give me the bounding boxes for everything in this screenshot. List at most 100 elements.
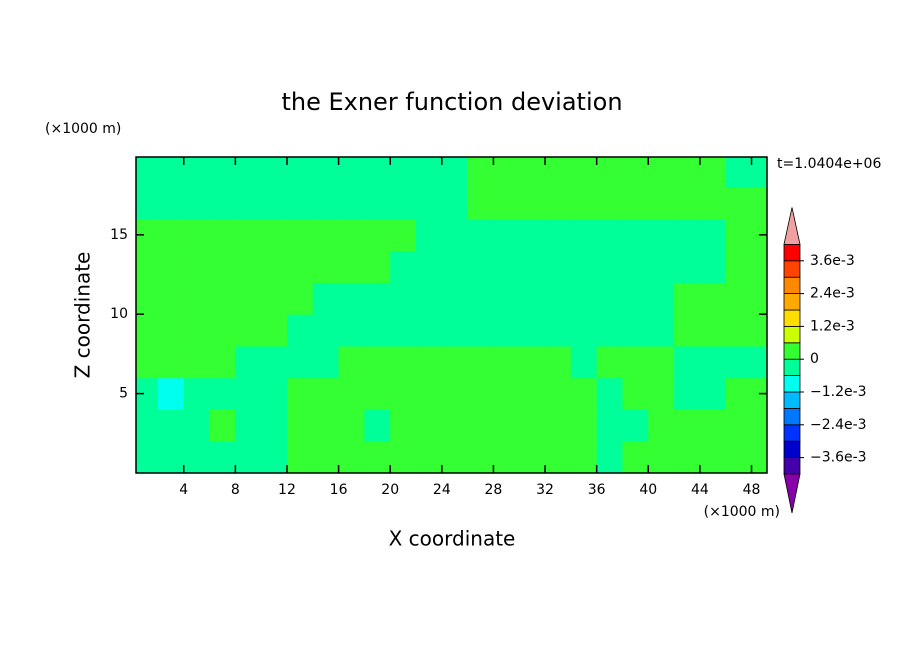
contour-cell bbox=[286, 157, 314, 188]
colorbar-tick-label: −3.6e-3 bbox=[810, 450, 867, 466]
contour-cell bbox=[416, 314, 443, 347]
contour-cell bbox=[519, 282, 546, 315]
contour-cell bbox=[751, 345, 767, 379]
contour-cell bbox=[183, 157, 211, 188]
contour-cell bbox=[751, 250, 767, 283]
contour-cell bbox=[416, 441, 443, 473]
contour-cell bbox=[209, 377, 236, 410]
contour-cell bbox=[183, 218, 211, 252]
contour-cell bbox=[622, 441, 649, 473]
contour-cell bbox=[648, 314, 675, 347]
contour-cell bbox=[699, 377, 727, 410]
contour-cell bbox=[467, 187, 494, 220]
contour-cell bbox=[183, 282, 211, 315]
contour-cell bbox=[261, 314, 288, 347]
contour-cell bbox=[416, 345, 443, 379]
colorbar-tick-label: 1.2e-3 bbox=[810, 318, 855, 334]
contour-cell bbox=[157, 282, 185, 315]
colorbar-tick-label: 2.4e-3 bbox=[810, 286, 855, 302]
contour-cell bbox=[545, 282, 572, 315]
contour-cell bbox=[674, 314, 701, 347]
contour-cell bbox=[364, 218, 391, 252]
contour-cell bbox=[467, 441, 494, 473]
contour-cell bbox=[235, 409, 262, 442]
contour-cell bbox=[674, 377, 701, 410]
contour-cell bbox=[286, 345, 314, 379]
x-tick-label: 12 bbox=[278, 482, 296, 498]
contour-cell bbox=[441, 218, 469, 252]
contour-cell bbox=[570, 441, 598, 473]
contour-cell bbox=[570, 282, 598, 315]
contour-cell bbox=[416, 377, 443, 410]
contour-cell bbox=[519, 345, 546, 379]
contour-cell bbox=[622, 409, 649, 442]
contour-cell bbox=[674, 157, 701, 188]
contour-cell bbox=[596, 282, 623, 315]
contour-cell bbox=[157, 187, 185, 220]
contour-cell bbox=[545, 377, 572, 410]
contour-cell bbox=[622, 218, 649, 252]
contour-cell bbox=[183, 441, 211, 473]
contour-cell bbox=[699, 345, 727, 379]
contour-cell bbox=[183, 250, 211, 283]
contour-cell bbox=[467, 282, 494, 315]
contour-cell bbox=[416, 250, 443, 283]
contour-cell bbox=[416, 218, 443, 252]
contour-cell bbox=[648, 187, 675, 220]
colorbar-box bbox=[783, 325, 801, 344]
contour-cell bbox=[674, 282, 701, 315]
contour-cell bbox=[570, 218, 598, 252]
contour-cell bbox=[674, 187, 701, 220]
contour-cell bbox=[209, 157, 236, 188]
contour-cell bbox=[235, 250, 262, 283]
contour-cell bbox=[699, 282, 727, 315]
contour-cell bbox=[596, 377, 623, 410]
contour-cell bbox=[493, 377, 520, 410]
contour-cell bbox=[648, 377, 675, 410]
contour-cell bbox=[312, 409, 340, 442]
contour-cell bbox=[519, 314, 546, 347]
contour-cell bbox=[286, 314, 314, 347]
contour-cell bbox=[441, 250, 469, 283]
contour-cell bbox=[136, 377, 159, 410]
contour-cell bbox=[235, 282, 262, 315]
contour-cell bbox=[338, 157, 365, 188]
contour-cell bbox=[648, 441, 675, 473]
contour-cell bbox=[209, 441, 236, 473]
contour-cell bbox=[286, 409, 314, 442]
contour-cell bbox=[157, 409, 185, 442]
contour-cell bbox=[261, 157, 288, 188]
contour-cell bbox=[570, 250, 598, 283]
contour-cell bbox=[441, 441, 469, 473]
contour-cell bbox=[596, 187, 623, 220]
contour-cell bbox=[235, 157, 262, 188]
colorbar-tick-label: 0 bbox=[810, 351, 819, 367]
x-tick-label: 32 bbox=[536, 482, 554, 498]
contour-cell bbox=[725, 314, 753, 347]
contour-cell bbox=[261, 409, 288, 442]
contour-cell bbox=[596, 409, 623, 442]
colorbar-box bbox=[783, 260, 801, 278]
x-tick-label: 8 bbox=[231, 482, 240, 498]
contour-cell bbox=[338, 377, 365, 410]
contour-cell bbox=[493, 314, 520, 347]
contour-cell bbox=[467, 409, 494, 442]
contour-cell bbox=[751, 409, 767, 442]
contour-cell bbox=[312, 187, 340, 220]
contour-cell bbox=[725, 218, 753, 252]
contour-cell bbox=[648, 218, 675, 252]
contour-cell bbox=[261, 441, 288, 473]
contour-cell bbox=[261, 377, 288, 410]
contour-cell bbox=[416, 409, 443, 442]
contour-cell bbox=[209, 314, 236, 347]
contour-cell bbox=[467, 218, 494, 252]
contour-cell bbox=[570, 409, 598, 442]
contour-cell bbox=[364, 441, 391, 473]
contour-cell bbox=[545, 345, 572, 379]
contour-cell bbox=[364, 377, 391, 410]
contour-cell bbox=[364, 157, 391, 188]
contour-cell bbox=[699, 250, 727, 283]
x-tick-label: 40 bbox=[639, 482, 657, 498]
contour-cell bbox=[570, 314, 598, 347]
colorbar-box bbox=[783, 407, 801, 426]
